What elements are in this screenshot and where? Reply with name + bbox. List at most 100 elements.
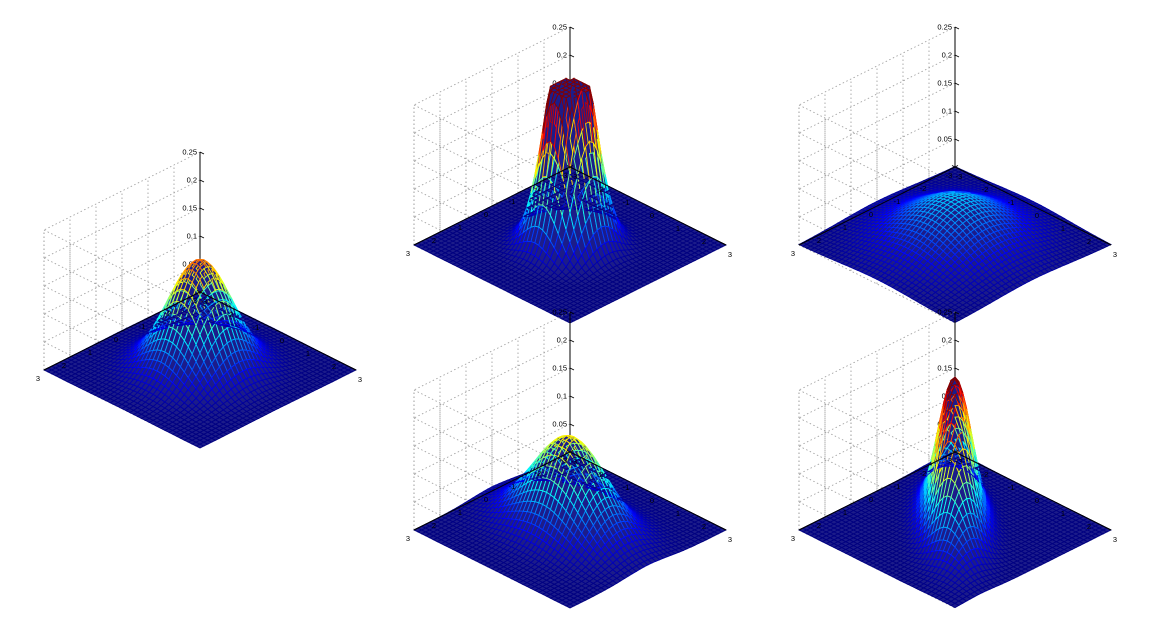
y-tick: 1 — [843, 217, 855, 232]
y-tick: -3 — [561, 165, 574, 180]
y-axis: -3 -2 -1 0 1 2 3 — [791, 165, 959, 258]
y-tick: 1 — [458, 217, 470, 232]
y-tick-label: 3 — [406, 249, 410, 258]
x-tick-label: -2 — [982, 185, 989, 194]
y-tick-label: -2 — [535, 184, 542, 193]
y-tick-label: 0 — [114, 335, 118, 344]
z-tick: 0.1 — [187, 232, 205, 241]
x-tick: 2 — [1081, 230, 1091, 246]
z-tick-label: 0.2 — [942, 51, 952, 60]
y-tick: -3 — [946, 165, 959, 180]
x-tick: -1 — [618, 191, 630, 207]
z-tick-label: 0.25 — [937, 23, 952, 32]
z-tick: 0.2 — [187, 176, 205, 185]
x-tick: -2 — [977, 178, 989, 194]
x-tick: 1 — [670, 217, 680, 233]
y-tick-label: -1 — [894, 197, 901, 206]
surface-plot-top-right-svg: 0.05 0.1 0.15 0.2 0.25 -3 -2 -1 0 1 2 3 -3 -2 -1 0 1 2 3 — [791, 23, 1117, 324]
z-tick: 0.25 — [182, 148, 205, 157]
y-tick-label: 1 — [88, 348, 92, 357]
y-tick-label: -2 — [165, 309, 172, 318]
z-tick: 0.25 — [937, 23, 960, 32]
z-tick: 0.15 — [552, 364, 575, 373]
x-tick-label: -3 — [956, 172, 963, 181]
z-tick: 0.1 — [557, 392, 575, 401]
y-tick: -3 — [191, 290, 204, 305]
y-tick: -1 — [509, 191, 522, 206]
surface-mesh — [412, 435, 728, 609]
x-tick-label: 2 — [1087, 237, 1091, 246]
y-tick: 1 — [88, 342, 100, 357]
surface-mesh — [412, 77, 728, 324]
x-tick: 3 — [1107, 243, 1117, 259]
x-tick-label: -1 — [253, 323, 260, 332]
z-axis: 0.05 0.1 0.15 0.2 0.25 — [937, 23, 960, 167]
z-tick-label: 0.1 — [942, 107, 952, 116]
z-tick: 0.2 — [557, 336, 575, 345]
x-tick: 1 — [1055, 217, 1065, 233]
x-tick-label: 0 — [650, 211, 654, 220]
surface-plot-top-right: 0.05 0.1 0.15 0.2 0.25 -3 -2 -1 0 1 2 3 -3 -2 -1 0 1 2 3 — [755, 23, 1155, 355]
z-tick-label: 0.2 — [557, 336, 567, 345]
x-tick: 1 — [300, 342, 310, 358]
z-tick-label: 0.15 — [937, 79, 952, 88]
y-axis: -3 -2 -1 0 1 2 3 — [36, 290, 204, 383]
z-tick-label: 0.15 — [552, 364, 567, 373]
z-tick-label: 0.05 — [552, 420, 567, 429]
x-tick-label: -1 — [623, 198, 630, 207]
z-tick-label: 0.2 — [557, 51, 567, 60]
z-tick-label: 0.2 — [187, 176, 197, 185]
z-tick-label: 0.25 — [552, 23, 567, 32]
x-tick-label: 2 — [702, 237, 706, 246]
x-tick: 3 — [352, 368, 362, 384]
z-tick-label: 0.05 — [937, 135, 952, 144]
y-tick: 2 — [817, 230, 829, 245]
z-tick: 0.2 — [942, 51, 960, 60]
y-tick-label: 1 — [458, 223, 462, 232]
y-tick: 2 — [62, 355, 74, 370]
y-tick: 3 — [406, 243, 418, 258]
x-tick: 2 — [326, 355, 336, 371]
y-tick-label: 3 — [791, 249, 795, 258]
y-tick: 3 — [36, 368, 48, 383]
y-tick: -1 — [139, 316, 152, 331]
y-tick-label: -1 — [139, 322, 146, 331]
y-tick-label: 1 — [843, 223, 847, 232]
x-tick-label: 1 — [1061, 224, 1065, 233]
y-tick: -2 — [535, 178, 548, 193]
z-tick: 0.2 — [557, 51, 575, 60]
y-tick-label: -3 — [946, 171, 953, 180]
x-tick: 3 — [722, 243, 732, 259]
x-tick: 0 — [644, 204, 654, 220]
x-tick: -1 — [1003, 191, 1014, 207]
z-tick-label: 0.1 — [557, 392, 567, 401]
y-tick-label: 0 — [869, 210, 873, 219]
x-tick: -2 — [592, 178, 604, 194]
x-tick-label: 0 — [280, 336, 284, 345]
z-tick: 0.1 — [942, 107, 960, 116]
y-tick: 0 — [484, 204, 496, 219]
y-tick-label: 3 — [36, 374, 40, 383]
surface-mesh — [42, 258, 358, 449]
z-tick: 0.25 — [552, 23, 575, 32]
y-tick: 2 — [432, 230, 444, 245]
x-tick-label: 3 — [358, 375, 362, 384]
x-tick-label: 1 — [306, 349, 310, 358]
x-tick-label: 0 — [1035, 211, 1039, 220]
y-tick: 0 — [114, 329, 126, 344]
x-axis: -3 -2 -1 0 1 2 3 — [951, 165, 1117, 259]
y-tick: -2 — [920, 178, 933, 193]
x-tick: 2 — [696, 230, 706, 246]
x-tick-label: -3 — [201, 297, 208, 306]
x-tick-label: -2 — [597, 185, 604, 194]
y-tick-label: -2 — [920, 184, 927, 193]
z-tick-label: 0.15 — [182, 204, 197, 213]
z-tick: 0.05 — [552, 420, 575, 429]
z-tick: 0.25 — [552, 308, 575, 317]
surface-plot-bottom-middle: 0.05 0.1 0.15 0.2 0.25 -3 -2 -1 0 1 2 3 -3 -2 -1 0 1 2 3 — [370, 308, 770, 640]
